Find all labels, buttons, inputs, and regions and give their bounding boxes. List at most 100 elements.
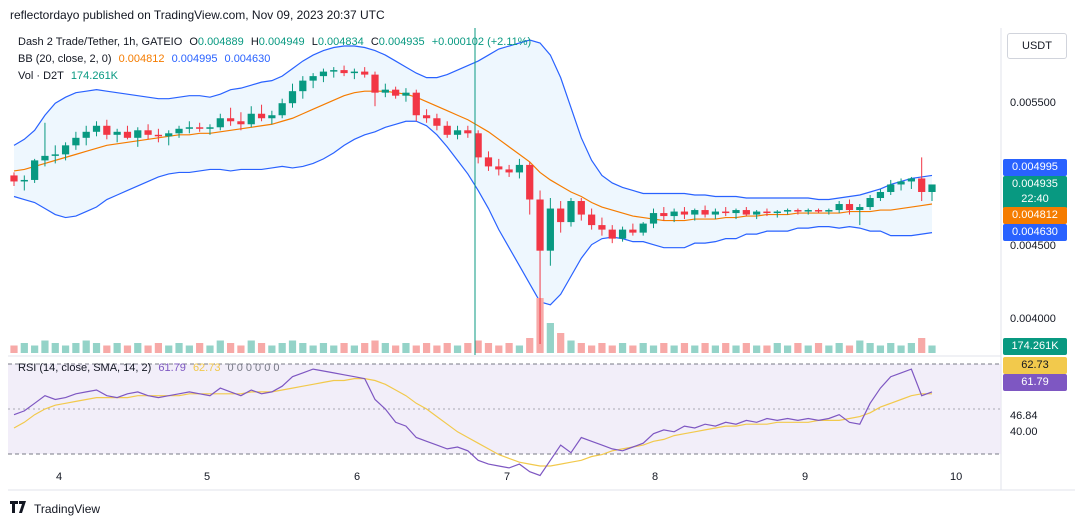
candle: [31, 158, 39, 183]
candle-body: [618, 229, 627, 239]
candle: [639, 222, 647, 236]
candle-body: [701, 210, 709, 215]
last-price-label: 0.004935 22:40: [1003, 176, 1067, 209]
candle-body: [928, 184, 936, 192]
candle-body: [10, 175, 18, 182]
time-tick: 5: [204, 471, 211, 483]
legend-rsi-label: RSI (14, close, SMA, 14, 2): [18, 362, 152, 374]
candle-body: [918, 178, 926, 192]
volume-bar: [711, 345, 720, 353]
volume-bar: [515, 345, 524, 353]
volume-bar: [835, 343, 843, 353]
volume-bar: [567, 340, 575, 353]
legend-rsi[interactable]: RSI (14, close, SMA, 14, 2) 61.79 62.73 …: [18, 362, 284, 374]
candle-body: [505, 169, 513, 173]
candle-body: [319, 71, 328, 77]
candle: [381, 83, 389, 98]
volume-bar: [247, 340, 255, 353]
legend-close: 0.004935: [378, 36, 425, 48]
candle-body: [783, 210, 792, 212]
volume-bar: [495, 345, 503, 353]
candle-body: [804, 210, 812, 212]
bb-lower-price-label: 0.004630: [1003, 224, 1067, 241]
volume-bar: [443, 343, 451, 353]
volume-bar: [825, 345, 833, 353]
volume-bar: [680, 343, 689, 353]
candle-body: [887, 184, 895, 192]
volume-bar: [392, 345, 400, 353]
candle-body: [165, 133, 173, 137]
candle: [402, 88, 410, 102]
volume-bar: [577, 343, 585, 353]
candle: [350, 68, 358, 80]
legend-l-label: L: [311, 36, 318, 48]
candle-body: [814, 210, 823, 212]
volume-bar: [402, 343, 410, 353]
volume-bar: [588, 345, 596, 353]
time-tick: 4: [56, 471, 63, 483]
volume-bar: [309, 345, 317, 353]
volume-bar: [907, 343, 915, 353]
candle-body: [536, 199, 544, 251]
candle: [598, 217, 606, 236]
candle: [51, 145, 59, 164]
candle-body: [649, 213, 658, 224]
price-tick: 0.004000: [1010, 313, 1056, 325]
candle-body: [82, 131, 90, 138]
candle: [278, 98, 286, 119]
volume-bar: [196, 343, 204, 353]
bollinger-bands: [13, 39, 933, 306]
candle: [845, 199, 854, 215]
candle-body: [20, 179, 28, 182]
candle: [649, 208, 658, 229]
volume-bar: [887, 343, 895, 353]
candle: [876, 188, 885, 202]
volume-bar: [319, 343, 328, 353]
candle: [206, 124, 214, 135]
volume-bar: [618, 343, 627, 353]
candle-body: [61, 145, 70, 155]
candle-body: [443, 125, 451, 135]
volume-bar: [20, 343, 28, 353]
bb-upper-line: [13, 39, 933, 201]
currency-selector[interactable]: USDT: [1007, 33, 1067, 59]
volume-bar: [598, 343, 606, 353]
candle-body: [474, 133, 482, 158]
candle: [464, 125, 472, 138]
price-tick: 0.005500: [1010, 97, 1056, 109]
volume-bar: [361, 343, 369, 353]
volume-bar: [876, 345, 885, 353]
volume-bar: [670, 345, 678, 353]
candle: [928, 184, 936, 202]
candle-body: [639, 223, 647, 233]
candle-body: [381, 89, 389, 93]
time-tick: 7: [504, 471, 511, 483]
candle: [422, 109, 431, 123]
legend-bb[interactable]: BB (20, close, 2, 0) 0.004812 0.004995 0…: [18, 53, 274, 65]
legend-low: 0.004834: [317, 36, 364, 48]
candle: [660, 207, 668, 221]
candle: [722, 207, 730, 217]
candle-body: [216, 118, 224, 128]
volume-bar: [732, 345, 740, 353]
candle-body: [41, 155, 49, 161]
volume-bar: [31, 345, 39, 353]
candle: [113, 128, 121, 143]
candle-body: [866, 198, 874, 208]
volume-bar: [257, 343, 266, 353]
candle: [175, 125, 183, 138]
candle: [557, 201, 565, 233]
volume-bar: [629, 345, 637, 353]
legend-volume[interactable]: Vol · D2T 174.261K: [18, 70, 122, 82]
volume-bar: [794, 343, 802, 353]
last-price-value: 0.004935: [1012, 178, 1058, 190]
footer-brand[interactable]: TradingView: [10, 501, 100, 516]
countdown-value: 22:40: [1021, 193, 1049, 205]
candle: [123, 125, 132, 140]
candle: [144, 124, 152, 140]
legend-symbol: Dash 2 Trade/Tether, 1h, GATEIO: [18, 36, 183, 48]
legend-o-label: O: [189, 36, 198, 48]
time-tick: 10: [950, 471, 963, 483]
candle: [237, 112, 245, 131]
